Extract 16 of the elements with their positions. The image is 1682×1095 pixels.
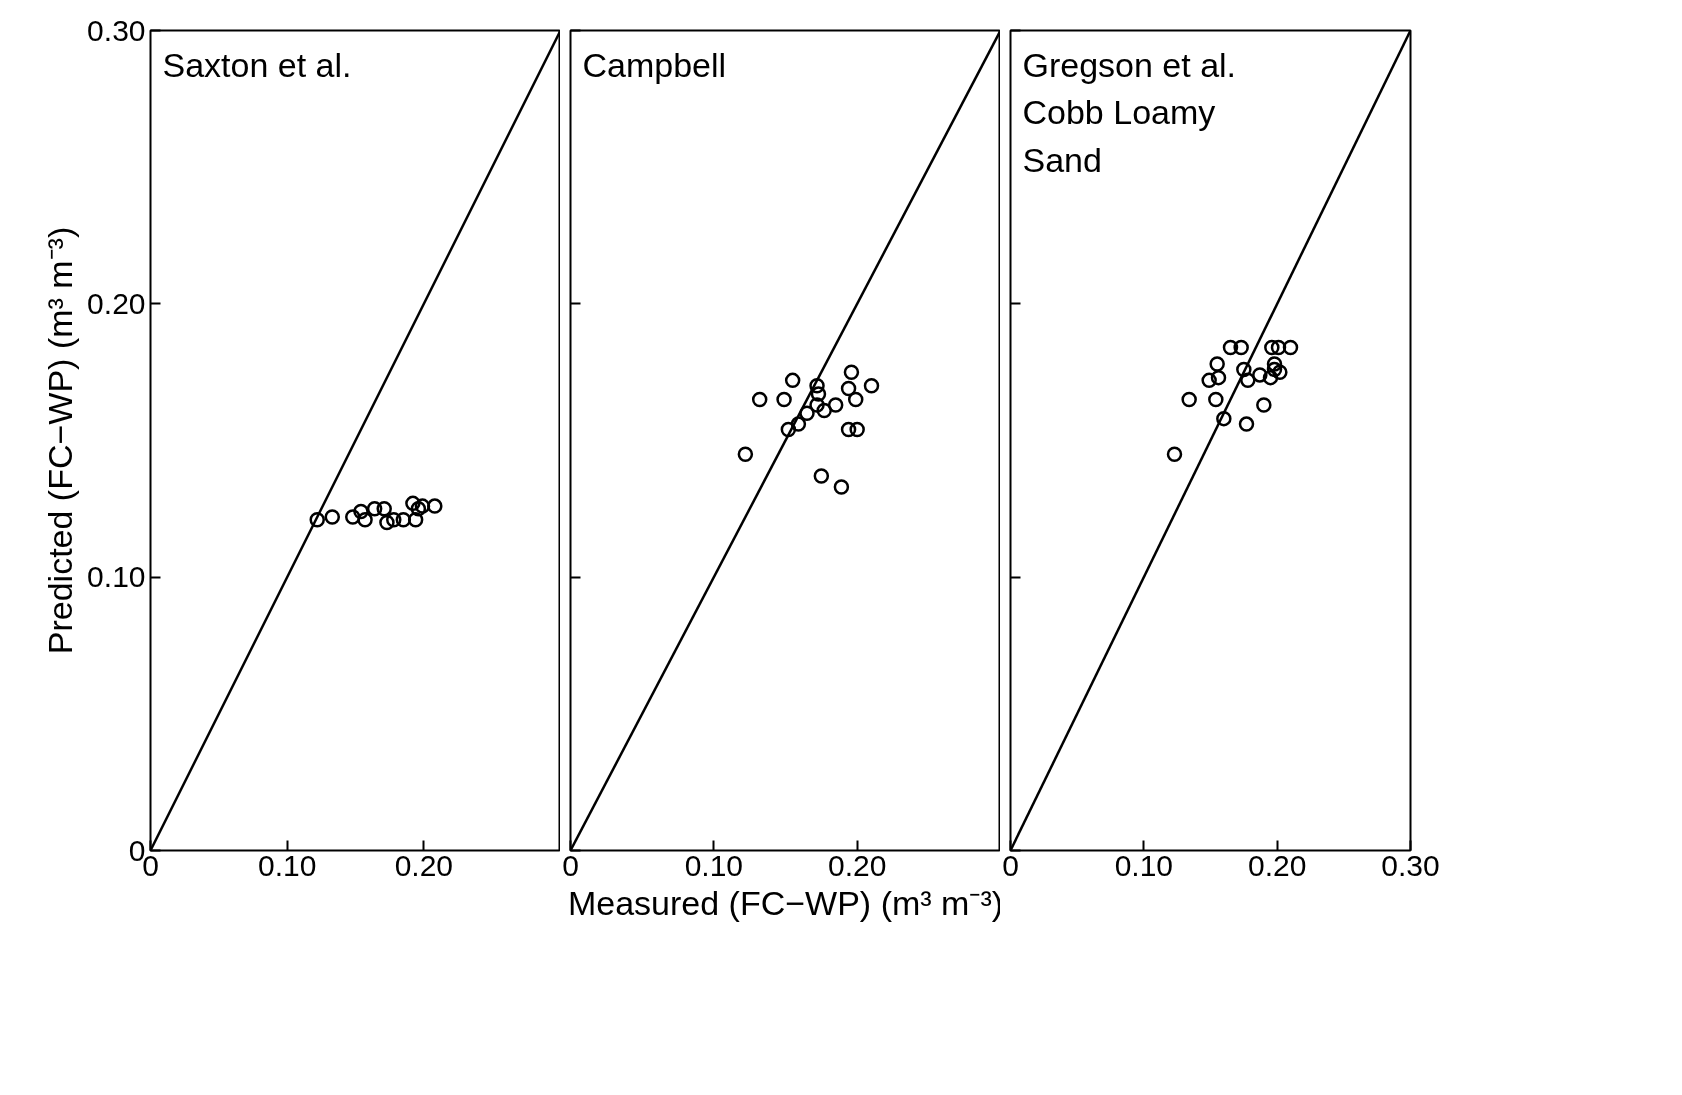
x-tick-label: 0 [1002,848,1019,882]
y-tick-label: 0.20 [87,286,146,320]
text: Gregson et al. Cobb Loamy Sand [1022,45,1237,179]
x-tick-label: 0.10 [684,848,744,882]
y-tick-label: 0.10 [87,560,146,594]
x-tick-label: 0 [562,848,579,882]
x-tick-label: 0.10 [257,848,317,882]
x-tick-label: 0.20 [394,848,454,882]
x-tick-label: 0.30 [1381,848,1440,882]
x-tick-label: 0.10 [1114,848,1174,882]
x-tick-label: 0.20 [1247,848,1307,882]
text: Saxton et al. [162,45,352,84]
text: Campbell [582,45,727,84]
x-tick-label: 0.20 [827,848,887,882]
y-axis-title: Predicted (FC−WP) (m³ m⁻³) [41,226,80,655]
y-tick-label: 0.30 [87,13,146,47]
